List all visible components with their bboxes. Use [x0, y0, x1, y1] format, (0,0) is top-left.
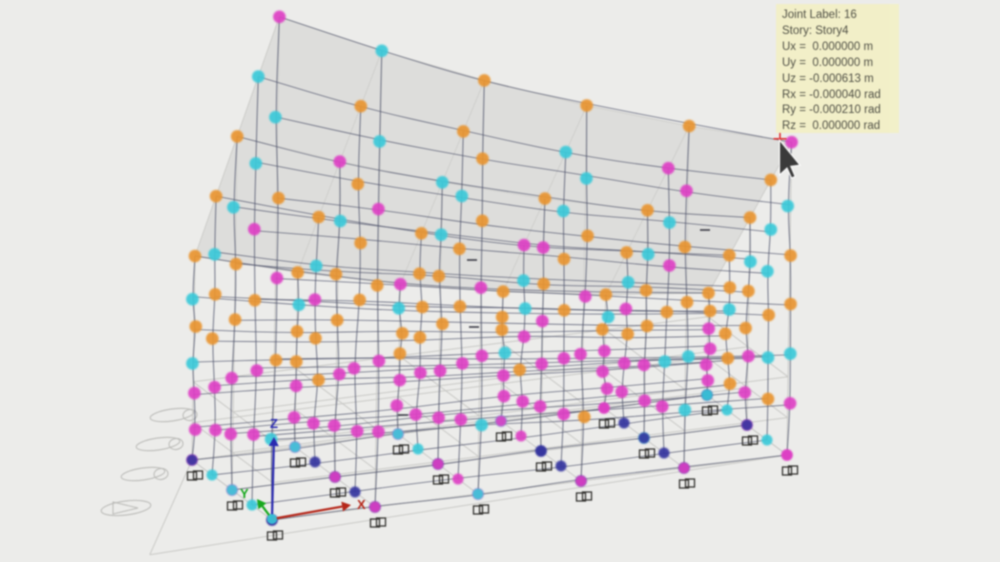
- svg-text:Z: Z: [270, 416, 278, 431]
- svg-text:Y: Y: [240, 486, 249, 501]
- svg-text:X: X: [357, 497, 366, 512]
